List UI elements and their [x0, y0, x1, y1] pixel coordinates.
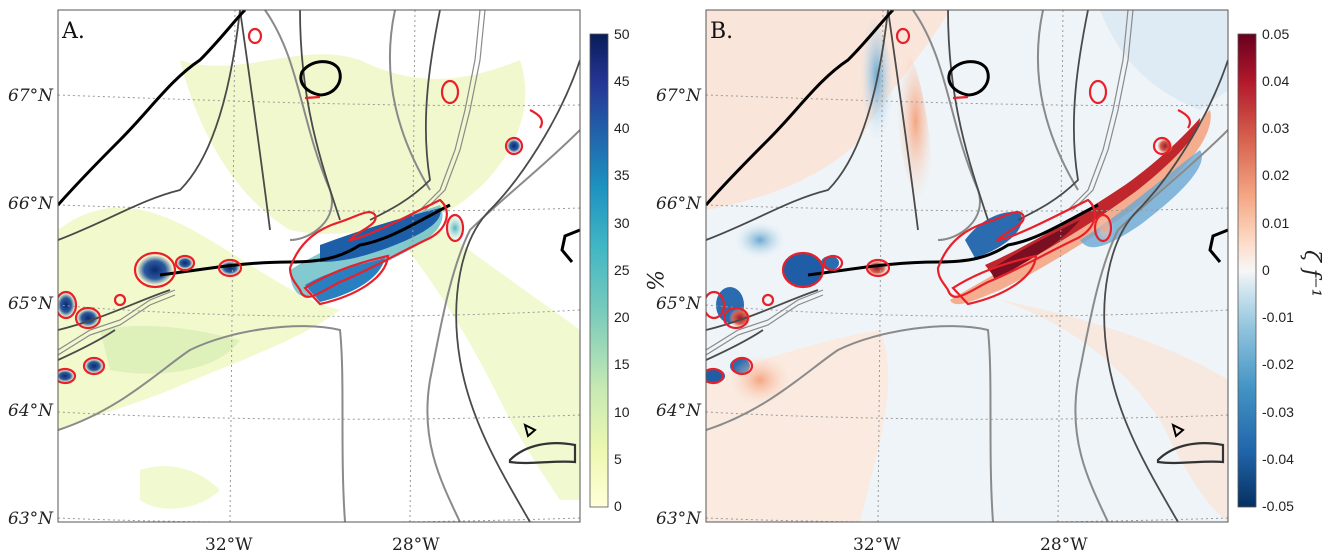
lon-label: 28°W: [1040, 535, 1088, 555]
vorticity-negative: [965, 211, 1022, 258]
colorbar-tick: -0.05: [1262, 498, 1294, 514]
colorbar-tick: 0: [1262, 262, 1270, 278]
vorticity-core: [990, 220, 1080, 280]
colorbar-tick: 0.04: [1262, 73, 1289, 89]
colorbar-scale: [589, 33, 609, 508]
island: [508, 442, 577, 465]
island: [523, 423, 537, 438]
concentration-blob: [507, 139, 521, 153]
lat-label: 67°N: [8, 86, 54, 106]
panel-b: B. 67°N 66°N 65°N 64°N 63°N 32°W 28°W 0.…: [656, 9, 1324, 555]
transect-line: [706, 10, 1134, 356]
colorbar-tick: 50: [614, 26, 630, 42]
colorbar-tick: 0.05: [1262, 26, 1289, 42]
colorbar-tick: 25: [614, 262, 630, 278]
lat-label: 64°N: [656, 401, 702, 421]
red-contours: [58, 27, 544, 385]
panel-b-lon-labels: 32°W 28°W: [853, 535, 1088, 555]
bathymetry-contours: [58, 10, 580, 522]
lat-label: 67°N: [656, 86, 702, 106]
colorbar-tick: 15: [614, 356, 630, 372]
vorticity-field: [896, 40, 935, 202]
panel-b-frame: [705, 9, 1229, 523]
lat-label: 64°N: [8, 401, 54, 421]
vorticity-field: [1100, 10, 1228, 110]
concentration-field: [180, 54, 526, 234]
concentration-blob: [85, 359, 103, 373]
panel-a-map: [58, 10, 580, 522]
bathymetry-contours: [706, 10, 1228, 522]
concentration-field: [100, 325, 240, 374]
vorticity-core: [985, 118, 1200, 278]
vorticity-blob: [783, 253, 823, 287]
colorbar-tick: 40: [614, 120, 630, 136]
colorbar-ticks: 50 45 40 35 30 25 20 15 10 5 0: [614, 26, 630, 514]
concentration-field: [58, 207, 340, 430]
lon-label: 28°W: [392, 535, 440, 555]
colorbar-tick: 20: [614, 309, 630, 325]
panel-a-frame: [57, 9, 581, 523]
concentration-blob: [137, 255, 173, 285]
concentration-blob: [445, 214, 465, 242]
concentration-blob: [177, 257, 193, 269]
lat-label: 63°N: [8, 509, 54, 529]
colorbar-tick: -0.01: [1262, 309, 1294, 325]
panel-a-letter: A.: [61, 19, 85, 44]
colorbar-tick: 0.02: [1262, 167, 1289, 183]
colorbar-tick: -0.04: [1262, 451, 1294, 467]
panel-a-lat-labels: 67°N 66°N 65°N 64°N 63°N: [8, 86, 54, 529]
colorbar-tick: -0.03: [1262, 404, 1294, 420]
bathymetry-contours: [58, 10, 580, 522]
panel-a-lon-labels: 32°W 28°W: [205, 535, 440, 555]
island: [1156, 442, 1225, 465]
colorbar-tick: 5: [614, 451, 622, 467]
panel-a: A. 67°N 66°N 65°N 64°N 63°N 32°W 28°W 50…: [8, 9, 666, 555]
red-contours: [706, 27, 1192, 385]
colorbar-tick: 0: [614, 498, 622, 514]
panel-b-lat-labels: 67°N 66°N 65°N 64°N 63°N: [656, 86, 702, 529]
bathymetry-contours: [706, 10, 1228, 522]
concentration-core: [320, 208, 441, 262]
panel-a-colorbar: 50 45 40 35 30 25 20 15 10 5 0 %: [589, 26, 666, 514]
panel-b-map: [706, 10, 1228, 522]
lon-label: 32°W: [853, 535, 901, 555]
vorticity-blob: [735, 222, 785, 258]
lat-label: 66°N: [656, 194, 702, 214]
coastline: [58, 10, 580, 277]
panel-b-letter: B.: [710, 19, 733, 44]
vorticity-field: [1000, 300, 1228, 522]
concentration-blob: [58, 293, 75, 317]
colorbar-tick: 10: [614, 404, 630, 420]
concentration-blob: [58, 370, 74, 382]
vorticity-blob: [730, 355, 790, 405]
colorbar-tick: 30: [614, 215, 630, 231]
colorbar-title: ζ f⁻¹: [1299, 250, 1324, 298]
island: [1171, 423, 1185, 438]
colorbar-tick: -0.02: [1262, 356, 1294, 372]
colorbar-ticks: 0.05 0.04 0.03 0.02 0.01 0 -0.01 -0.02 -…: [1262, 26, 1294, 514]
colorbar-title: %: [641, 270, 666, 291]
lat-label: 66°N: [8, 194, 54, 214]
colorbar-tick: 35: [614, 167, 630, 183]
coastline: [706, 10, 1228, 277]
lat-label: 65°N: [8, 294, 54, 314]
transect-line: [58, 10, 486, 356]
colorbar-tick: 45: [614, 73, 630, 89]
lat-label: 65°N: [656, 294, 702, 314]
panel-b-colorbar: 0.05 0.04 0.03 0.02 0.01 0 -0.01 -0.02 -…: [1237, 26, 1324, 514]
lon-label: 32°W: [205, 535, 253, 555]
colorbar-tick: 0.03: [1262, 120, 1289, 136]
lat-label: 63°N: [656, 509, 702, 529]
colorbar-scale: [1237, 33, 1257, 508]
concentration-field: [140, 466, 220, 509]
colorbar-tick: 0.01: [1262, 215, 1289, 231]
